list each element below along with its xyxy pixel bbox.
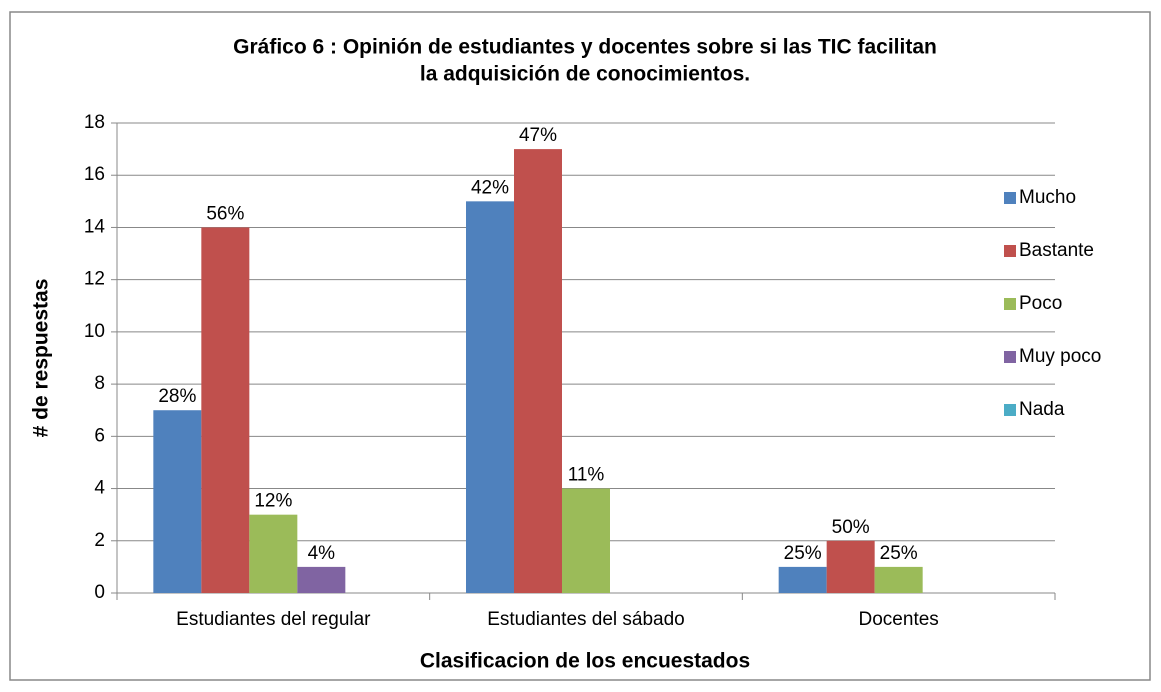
y-tick-label: 14 (84, 216, 106, 237)
legend-swatch (1004, 351, 1016, 363)
bar (297, 566, 346, 593)
y-tick-label: 6 (94, 425, 105, 446)
data-label: 42% (471, 177, 509, 198)
y-axis-label: # de respuestas (30, 279, 53, 438)
legend-label: Muy poco (1019, 346, 1101, 367)
data-label: 25% (880, 543, 918, 564)
legend-label: Mucho (1019, 187, 1076, 208)
y-tick-label: 18 (84, 112, 105, 133)
legend-swatch (1004, 245, 1016, 257)
x-tick-label: Estudiantes del sábado (487, 609, 685, 630)
y-tick-label: 4 (94, 478, 105, 499)
data-label: 12% (254, 491, 292, 512)
y-tick-label: 12 (84, 269, 105, 290)
data-label: 28% (158, 386, 196, 407)
x-axis-label: Clasificacion de los encuestados (420, 650, 750, 673)
x-tick-label: Estudiantes del regular (176, 609, 371, 630)
chart-title: Gráfico 6 : Opinión de estudiantes y doc… (233, 36, 937, 59)
data-label: 47% (519, 125, 557, 146)
data-label: 11% (568, 465, 605, 486)
bar (249, 514, 298, 593)
legend-label: Nada (1019, 399, 1065, 420)
y-tick-label: 0 (94, 582, 105, 603)
bar (778, 566, 827, 593)
legend-swatch (1004, 192, 1016, 204)
data-label: 4% (308, 543, 336, 564)
y-tick-label: 16 (84, 164, 105, 185)
y-tick-label: 10 (84, 321, 105, 342)
bar (153, 410, 202, 593)
bar (826, 540, 875, 593)
legend-swatch (1004, 404, 1016, 416)
data-label: 56% (206, 203, 244, 224)
legend-label: Poco (1019, 293, 1062, 314)
legend-swatch (1004, 298, 1016, 310)
bar (466, 201, 514, 594)
y-tick-label: 8 (94, 373, 105, 394)
bar (201, 227, 250, 593)
bar (874, 566, 923, 593)
bar (562, 488, 610, 593)
data-label: 50% (832, 517, 870, 538)
y-tick-label: 2 (94, 530, 105, 551)
legend-label: Bastante (1019, 240, 1094, 261)
x-tick-label: Docentes (859, 609, 939, 630)
data-label: 25% (784, 543, 822, 564)
chart-title: la adquisición de conocimientos. (420, 63, 750, 86)
bar (514, 149, 562, 593)
